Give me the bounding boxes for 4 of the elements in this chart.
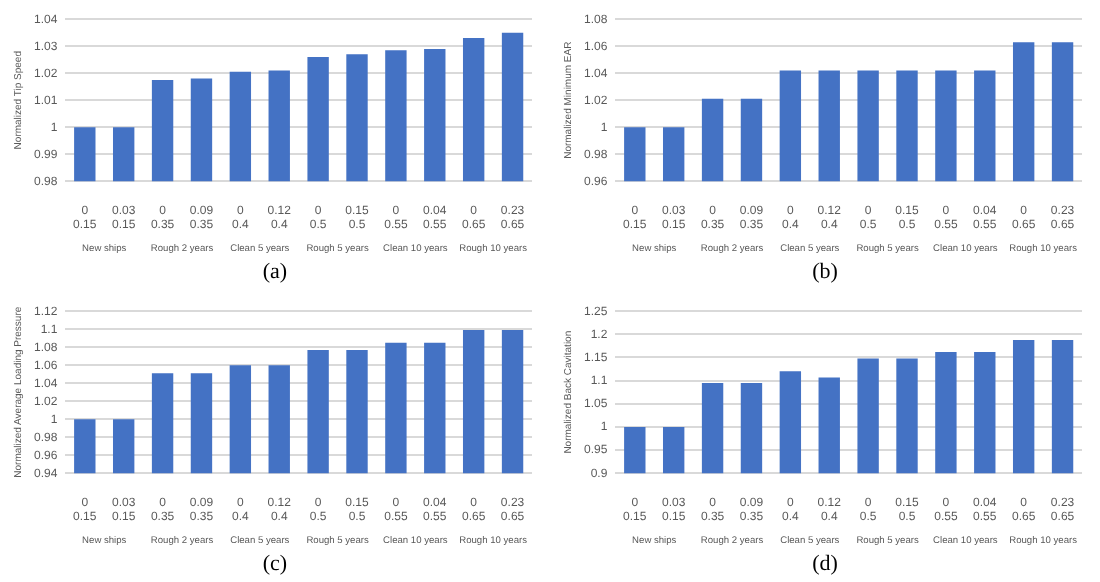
text: (b) <box>810 258 840 286</box>
text: (a) <box>260 258 290 286</box>
text: (c) <box>260 549 290 577</box>
text: (d) <box>810 549 840 577</box>
